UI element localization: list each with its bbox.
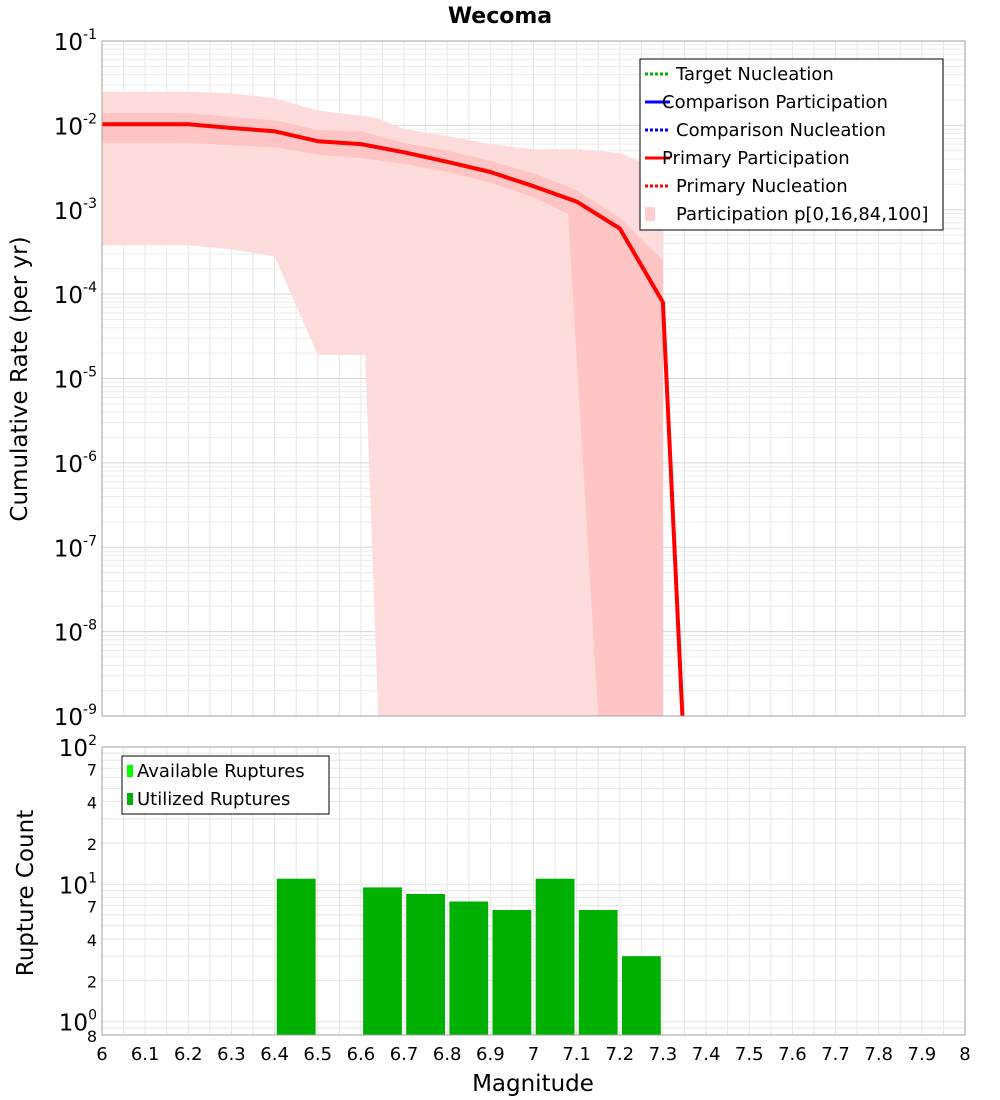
y-decade-label: 102 <box>59 733 97 762</box>
x-tick-label: 6.2 <box>174 1044 203 1065</box>
x-tick-label: 7.9 <box>908 1044 937 1065</box>
count-y-axis-label: Rupture Count <box>13 810 39 976</box>
x-tick-label: 7.1 <box>562 1044 591 1065</box>
x-tick-label: 7.4 <box>692 1044 721 1065</box>
legend-label: Target Nucleation <box>675 64 834 85</box>
y-tick-label: 10-7 <box>54 533 97 562</box>
legend-swatch <box>127 793 133 805</box>
x-tick-label: 7.7 <box>821 1044 850 1065</box>
x-tick-label: 7.5 <box>735 1044 764 1065</box>
y-tick-label: 2 <box>87 835 97 854</box>
x-axis-ticks: 6 6.1 6.2 6.3 6.4 6.5 6.6 6.7 6.8 6.9 7 7.1 7.2 7.3 7.… <box>96 1044 970 1065</box>
count-plot: 8 2 4 7 2 4 7 100 101 102 Rupture Count Available… <box>13 733 966 1046</box>
x-tick-label: 7.2 <box>605 1044 634 1065</box>
y-decade-label: 101 <box>59 870 97 899</box>
rate-legend: Target Nucleation Comparison Participatio… <box>639 58 944 231</box>
bar-utilized-ruptures <box>535 878 575 1035</box>
count-plot-bars <box>276 878 661 1035</box>
y-tick-label: 7 <box>87 898 97 917</box>
y-tick-label: 7 <box>87 760 97 779</box>
rate-plot-series <box>102 122 685 717</box>
legend-label: Participation p[0,16,84,100] <box>676 204 928 225</box>
x-tick-label: 7.3 <box>649 1044 678 1065</box>
x-tick-label: 7 <box>528 1044 539 1065</box>
legend-label: Primary Nucleation <box>676 176 848 197</box>
legend-label: Utilized Ruptures <box>137 789 290 810</box>
x-tick-label: 7.6 <box>778 1044 807 1065</box>
x-tick-label: 6 <box>96 1044 107 1065</box>
x-axis-label: Magnitude <box>472 1071 594 1097</box>
x-tick-label: 6.8 <box>433 1044 462 1065</box>
chart-title: Wecoma <box>448 4 552 29</box>
x-tick-label: 6.9 <box>476 1044 505 1065</box>
band-p16-p84 <box>102 113 663 716</box>
x-tick-label: 6.1 <box>131 1044 160 1065</box>
y-tick-label: 10-6 <box>54 449 97 478</box>
y-tick-label: 4 <box>87 794 97 813</box>
y-tick-label: 2 <box>87 972 97 991</box>
x-tick-label: 6.7 <box>390 1044 419 1065</box>
legend-swatch <box>645 207 655 221</box>
count-legend: Available Ruptures Utilized Ruptures <box>121 755 330 815</box>
bar-utilized-ruptures <box>449 901 489 1035</box>
y-tick-label: 10-2 <box>54 111 97 140</box>
x-tick-label: 6.3 <box>217 1044 246 1065</box>
x-tick-label: 6.4 <box>260 1044 289 1065</box>
y-tick-label: 10-3 <box>54 196 97 225</box>
bar-utilized-ruptures <box>363 887 402 1035</box>
y-tick-label: 10-5 <box>54 365 97 394</box>
rate-plot-y-ticks: 10-9 10-8 10-7 10-6 10-5 10-4 10-3 10-2 10-1 <box>54 27 97 731</box>
y-tick-label: 10-9 <box>54 702 97 731</box>
legend-label: Primary Participation <box>662 148 850 169</box>
bar-utilized-ruptures <box>578 910 618 1035</box>
count-plot-frame <box>101 746 966 1036</box>
x-tick-label: 7.8 <box>864 1044 893 1065</box>
bar-utilized-ruptures <box>492 910 532 1035</box>
bar-utilized-ruptures <box>622 956 661 1035</box>
bar-utilized-ruptures <box>276 878 316 1035</box>
y-tick-label: 10-8 <box>54 618 97 647</box>
rate-plot: 10-9 10-8 10-7 10-6 10-5 10-4 10-3 10-2 10-1 Cum… <box>7 27 966 731</box>
legend-swatch <box>127 765 133 777</box>
y-tick-label: 10-4 <box>54 280 97 309</box>
legend-box <box>121 755 330 815</box>
x-tick-label: 6.6 <box>347 1044 376 1065</box>
x-tick-label: 8 <box>959 1044 970 1065</box>
legend-label: Available Ruptures <box>137 761 305 782</box>
y-tick-label: 10-1 <box>54 27 97 56</box>
y-tick-label: 8 <box>87 1027 97 1046</box>
y-tick-label: 4 <box>87 931 97 950</box>
y-decade-label: 100 <box>59 1008 97 1037</box>
participation-bands <box>102 91 663 717</box>
rate-plot-frame <box>101 40 966 717</box>
bar-utilized-ruptures <box>406 894 445 1035</box>
band-p0-p100 <box>102 91 663 717</box>
x-tick-label: 6.5 <box>303 1044 332 1065</box>
series-line-primary-participation <box>102 122 685 717</box>
legend-label: Comparison Nucleation <box>676 120 886 141</box>
legend-label: Comparison Participation <box>662 92 888 113</box>
count-plot-y-ticks: 8 2 4 7 2 4 7 100 101 102 <box>59 733 97 1046</box>
rate-y-axis-label: Cumulative Rate (per yr) <box>7 236 33 521</box>
legend-box <box>639 58 944 231</box>
